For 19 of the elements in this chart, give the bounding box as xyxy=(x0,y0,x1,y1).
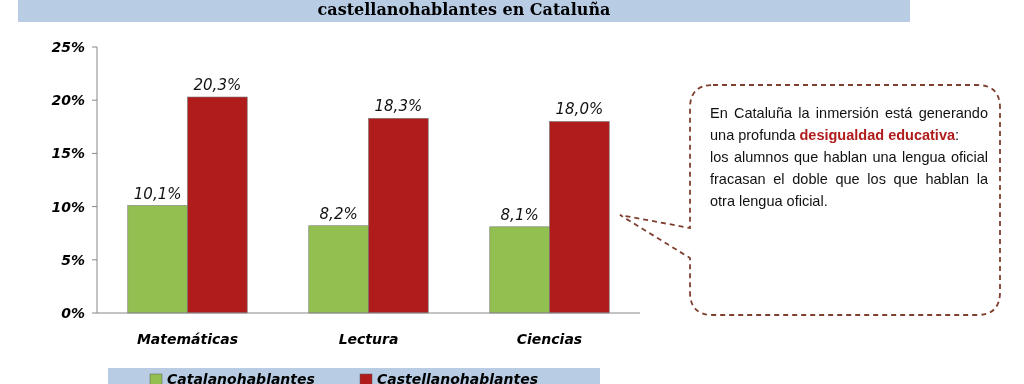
data-label: 8,2% xyxy=(319,204,358,223)
y-tick-label: 20% xyxy=(51,92,85,109)
data-label: 10,1% xyxy=(133,184,182,203)
speech-bubble: En Cataluña la inmersión está generando una profunda desigualdad educativa: los alumnos que hablan una lengua oficial fracasan el doble que los que hablan la otra lengua oficial. xyxy=(619,84,1001,316)
data-label: 20,3% xyxy=(193,76,242,95)
y-tick-label: 0% xyxy=(61,304,85,321)
x-tick-label: Matemáticas xyxy=(136,331,239,347)
data-label: 18,0% xyxy=(555,100,604,119)
y-tick-label: 25% xyxy=(51,38,85,55)
y-tick-label: 15% xyxy=(51,145,85,162)
y-tick-label: 10% xyxy=(51,198,85,215)
data-label: 18,3% xyxy=(374,97,423,116)
y-tick-label: 5% xyxy=(61,251,85,268)
x-tick-label: Lectura xyxy=(338,331,399,347)
data-label: 8,1% xyxy=(500,205,539,224)
legend-label: Castellanohablantes xyxy=(377,371,539,384)
x-tick-label: Ciencias xyxy=(516,331,583,347)
legend-label: Catalanohablantes xyxy=(167,371,315,384)
chart-title: castellanohablantes en Cataluña xyxy=(317,0,611,19)
